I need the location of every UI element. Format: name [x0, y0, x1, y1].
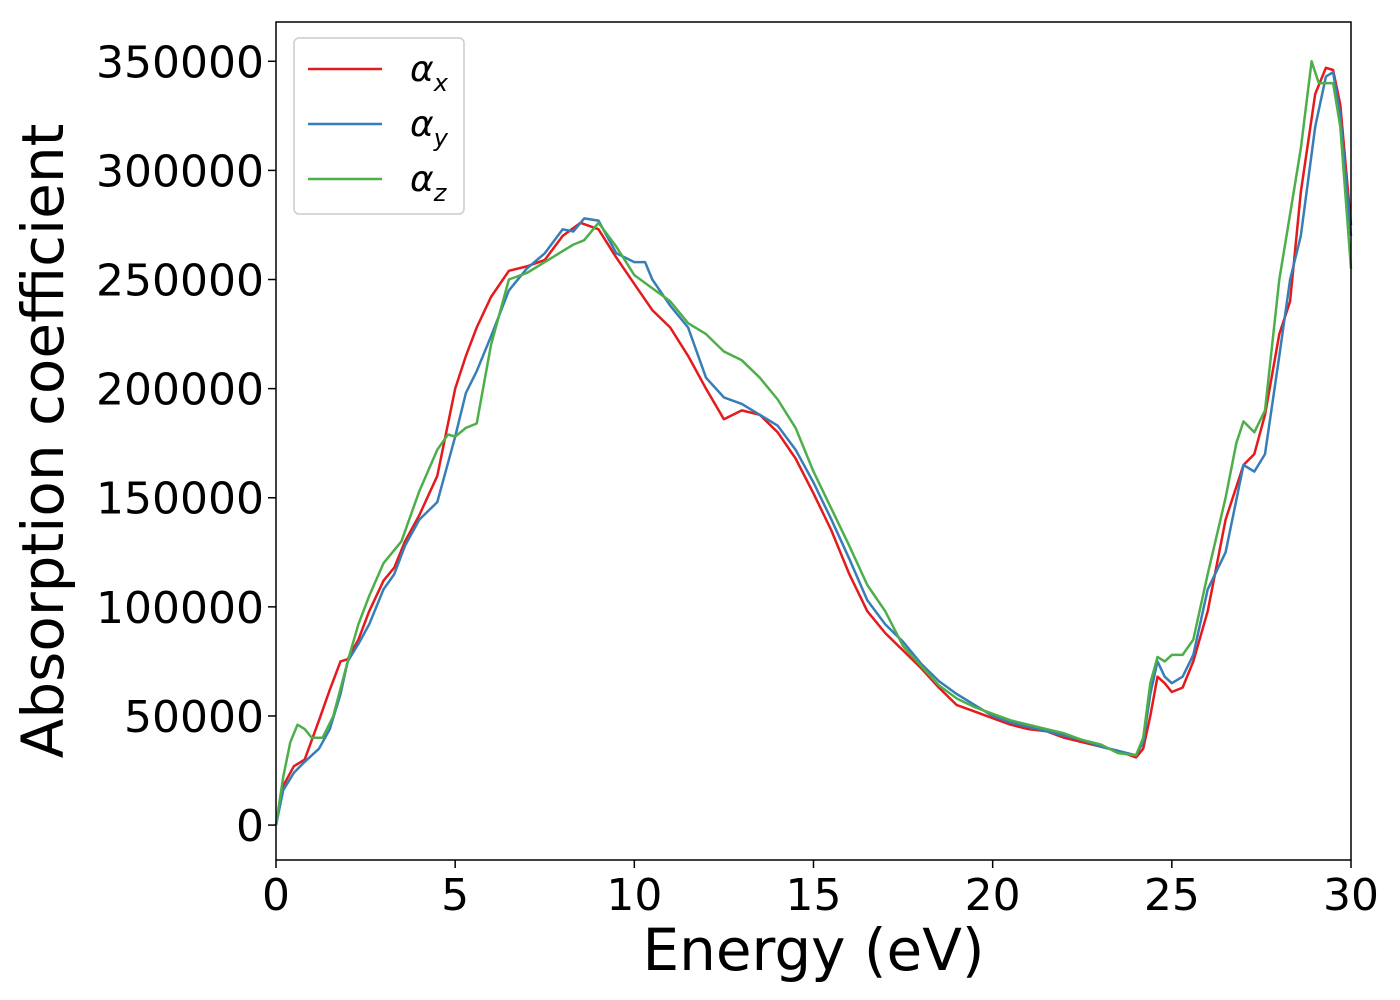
x-tick-label: 0: [262, 870, 290, 921]
legend: αx αy αz: [293, 37, 465, 215]
x-tick-label: 25: [1144, 870, 1200, 921]
legend-label-z: αz: [410, 159, 448, 207]
y-axis-title: Absorption coefficient: [9, 124, 77, 759]
y-tick-label: 100000: [96, 583, 264, 634]
y-axis: 0 50000 100000 150000 200000 250000 300000 3500…: [96, 37, 276, 852]
y-tick-label: 0: [236, 801, 264, 852]
y-tick-label: 150000: [96, 474, 264, 525]
y-tick-label: 50000: [124, 692, 264, 743]
series-line-x: [274, 66, 1353, 826]
x-axis: 0 5 10 15 20 25 30: [262, 860, 1379, 921]
y-tick-label: 250000: [96, 256, 264, 307]
y-tick-label: 300000: [96, 146, 264, 197]
series-line-z: [274, 60, 1353, 826]
x-tick-label: 5: [441, 870, 469, 921]
x-tick-label: 10: [606, 870, 662, 921]
legend-label-y: αy: [410, 104, 449, 152]
y-tick-label: 350000: [96, 37, 264, 88]
series-layer: [274, 60, 1353, 826]
series-line-y: [274, 70, 1353, 826]
y-tick-label: 200000: [96, 365, 264, 416]
legend-label-x: αx: [410, 49, 449, 97]
x-tick-label: 15: [786, 870, 842, 921]
x-axis-title: Energy (eV): [642, 916, 984, 984]
x-tick-label: 30: [1323, 870, 1379, 921]
legend-box: [293, 37, 465, 215]
x-tick-label: 20: [965, 870, 1021, 921]
